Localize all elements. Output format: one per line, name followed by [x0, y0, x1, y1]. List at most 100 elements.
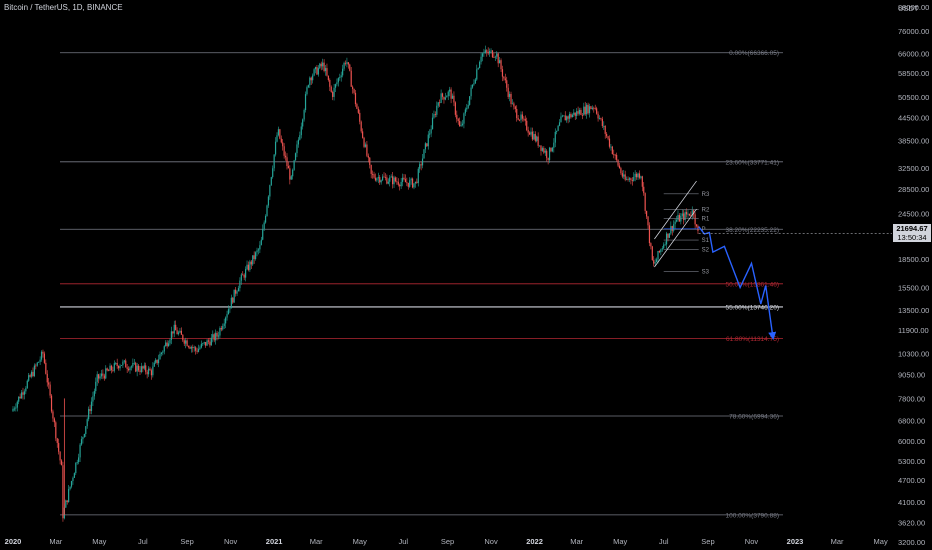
candle-body	[391, 176, 394, 185]
candle-body	[125, 360, 127, 368]
candle-body	[130, 366, 133, 368]
candle-body	[43, 353, 45, 363]
candle-body	[200, 343, 202, 348]
candle-body	[517, 118, 519, 120]
candle-body	[193, 347, 195, 349]
candle-body	[459, 121, 461, 127]
fib-level-label: 61.80%(11314.75)	[726, 336, 779, 343]
candle-body	[417, 168, 419, 183]
candle-body	[253, 255, 255, 259]
candle-body	[548, 147, 551, 161]
candle-body	[167, 343, 170, 347]
candle-body	[683, 213, 685, 220]
candle-body	[142, 366, 144, 369]
candle-body	[654, 262, 656, 264]
x-tick-label: Nov	[224, 537, 238, 546]
candle-body	[230, 297, 232, 309]
candle-body	[454, 102, 456, 115]
candle-body	[18, 396, 20, 402]
candle-body	[236, 291, 238, 294]
fib-level-label: 55.00%(13746.20)	[726, 304, 780, 311]
y-tick-label: 4700.00	[898, 476, 925, 485]
candle-body	[20, 392, 23, 399]
candle-body	[173, 324, 175, 334]
channel-lower-line[interactable]	[654, 208, 697, 268]
x-tick-label: 2020	[5, 537, 22, 546]
candle-body	[614, 154, 616, 156]
candle-body	[143, 365, 145, 369]
candle-body	[73, 473, 75, 478]
candle-body	[601, 118, 603, 127]
candle-body	[277, 129, 280, 136]
candle-body	[344, 62, 347, 64]
candle-body	[444, 97, 446, 100]
candle-body	[136, 365, 138, 372]
candle-body	[273, 154, 275, 169]
candle-body	[192, 347, 194, 349]
y-tick-label: 11900.00	[898, 326, 929, 335]
candle-body	[621, 173, 623, 177]
candle-body	[206, 340, 208, 346]
candle-body	[655, 259, 658, 263]
candle-body	[220, 327, 222, 330]
candle-body	[421, 158, 424, 166]
candle-body	[633, 176, 635, 181]
candle-body	[446, 96, 448, 98]
candle-body	[636, 173, 638, 178]
candle-body	[520, 114, 522, 120]
candle-body	[667, 233, 669, 238]
candle-body	[648, 225, 651, 244]
candle-body	[52, 411, 54, 419]
candle-body	[347, 62, 349, 65]
candle-body	[32, 371, 34, 377]
candle-body	[155, 359, 157, 363]
candle-body	[590, 106, 592, 110]
y-tick-label: 3200.00	[898, 538, 925, 547]
candle-body	[259, 245, 261, 250]
fib-level-label: 78.60%(6994.36)	[729, 414, 779, 421]
candle-body	[150, 370, 153, 376]
fib-level-label: 100.00%(3790.88)	[726, 512, 780, 519]
y-tick-label: 76000.00	[898, 27, 929, 36]
candle-body	[668, 233, 671, 238]
y-tick-label: 3620.00	[898, 518, 925, 527]
candle-body	[513, 103, 515, 107]
candle-body	[117, 365, 120, 369]
candle-body	[362, 131, 364, 138]
candle-body	[584, 106, 586, 115]
fib-level-label: 0.00%(66366.05)	[729, 50, 779, 57]
candle-body	[416, 181, 418, 183]
candle-body	[292, 169, 294, 177]
candle-body	[83, 434, 85, 437]
candle-body	[511, 103, 514, 105]
channel-upper-line[interactable]	[654, 180, 697, 240]
candle-body	[215, 332, 217, 341]
candle-body	[528, 132, 531, 135]
fib-level-label: 38.20%(22235.22)	[726, 227, 780, 234]
candle-body	[420, 164, 422, 166]
candle-body	[501, 69, 504, 77]
candle-body	[99, 376, 101, 379]
candle-body	[19, 396, 21, 399]
candle-body	[210, 337, 212, 346]
candle-body	[558, 122, 561, 126]
candle-body	[352, 86, 354, 89]
candle-body	[78, 457, 80, 463]
candle-body	[607, 136, 609, 139]
candle-body	[72, 477, 74, 482]
candle-body	[593, 107, 595, 109]
candle-body	[413, 183, 415, 188]
candle-body	[49, 384, 51, 396]
candle-body	[647, 216, 649, 226]
candle-body	[596, 108, 598, 114]
candle-body	[675, 219, 678, 222]
candle-body	[427, 134, 429, 147]
candle-body	[262, 229, 264, 240]
y-tick-label: 7800.00	[898, 394, 925, 403]
candle-body	[235, 289, 237, 294]
candle-body	[356, 104, 358, 109]
pivot-label: S1	[702, 238, 710, 244]
candle-body	[145, 365, 147, 372]
candle-body	[538, 145, 541, 147]
